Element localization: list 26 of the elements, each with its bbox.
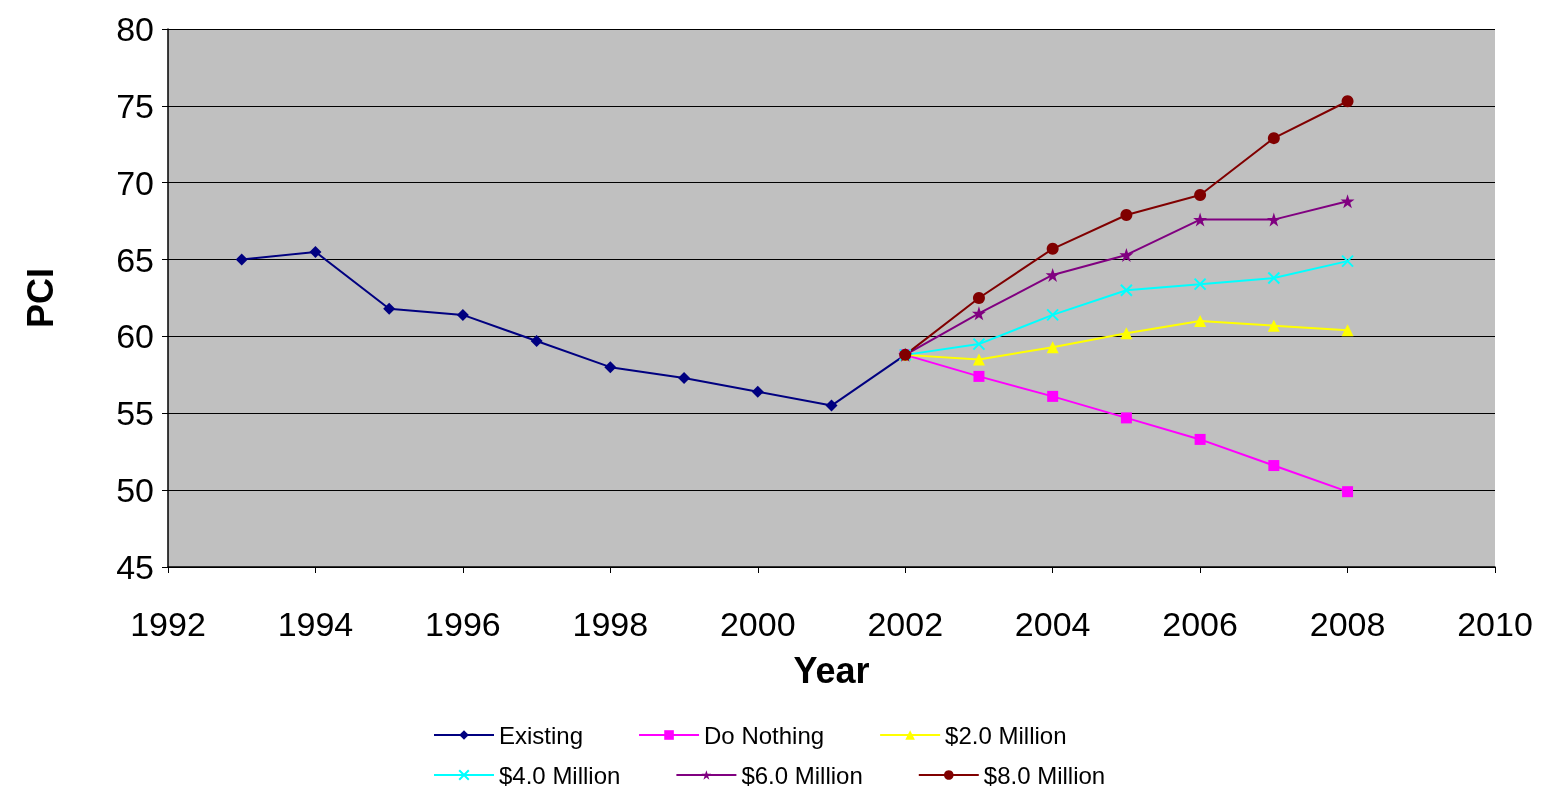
x-tick-label: 1992 — [130, 605, 206, 643]
legend-label: $6.0 Million — [741, 761, 863, 789]
y-tick-label: 55 — [116, 394, 154, 433]
x-tick-label: 1998 — [572, 605, 649, 643]
y-tick-label: 70 — [116, 163, 154, 202]
legend-label: Existing — [499, 721, 584, 749]
y-tick-label: 60 — [116, 317, 154, 356]
x-tick-label: 1994 — [277, 605, 354, 643]
legend-label: Do Nothing — [704, 721, 825, 749]
y-tick-label: 65 — [116, 240, 154, 279]
legend-label: $2.0 Million — [945, 721, 1067, 749]
x-tick-label: 2000 — [719, 605, 796, 643]
legend-label: $4.0 Million — [499, 761, 621, 789]
x-tick-label: 2002 — [867, 605, 944, 643]
y-tick-label: 45 — [116, 548, 154, 586]
y-axis-title: PCI — [19, 267, 61, 329]
y-tick-label: 80 — [116, 10, 154, 48]
x-tick-label: 1996 — [425, 605, 501, 643]
y-tick-label: 75 — [116, 86, 154, 125]
y-tick-label: 50 — [116, 471, 154, 510]
legend-label: $8.0 Million — [983, 761, 1106, 789]
x-tick-label: 2004 — [1014, 605, 1091, 643]
x-tick-label: 2006 — [1162, 605, 1238, 643]
x-tick-label: 2008 — [1309, 605, 1386, 643]
x-axis-title: Year — [793, 649, 870, 691]
x-tick-label: 2010 — [1457, 605, 1533, 643]
